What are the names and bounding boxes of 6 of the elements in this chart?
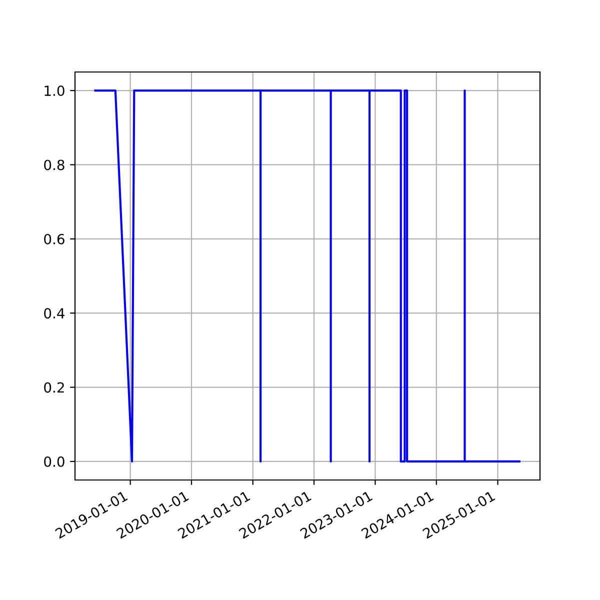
y-tick-label: 0.0 [44,456,64,467]
y-tick-label: 0.4 [44,308,64,319]
y-tick-label: 0.2 [44,382,64,393]
y-tick-label: 1.0 [44,86,64,96]
y-tick-label: 0.6 [44,234,64,244]
y-tick-label: 0.8 [44,160,64,170]
